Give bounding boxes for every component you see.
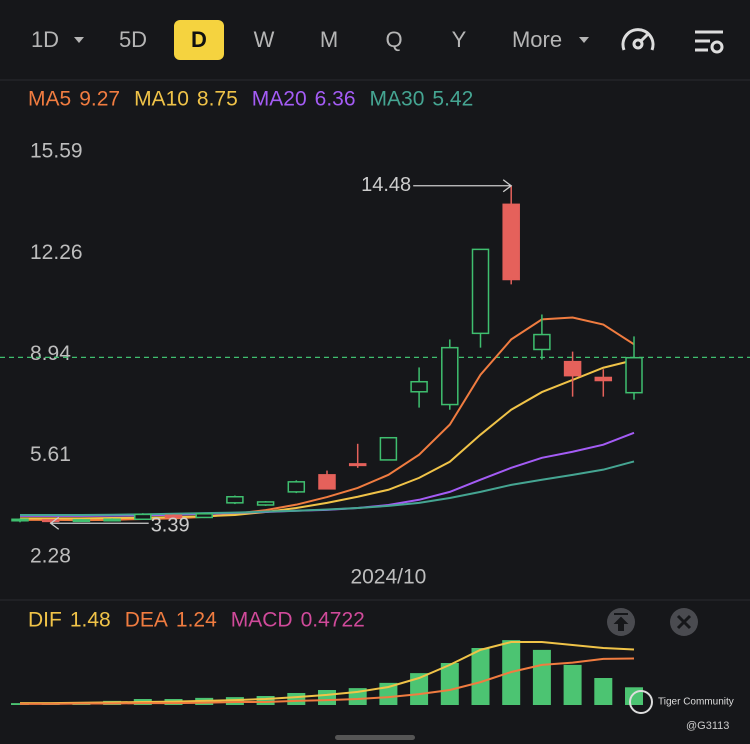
y-tick-label: 8.94 [30,342,71,365]
macd-bar [471,648,490,705]
candle-body [471,248,490,335]
collapse-button[interactable] [607,608,635,636]
legend-value: 1.24 [176,609,217,632]
candle-body [318,474,336,490]
macd-bar [287,693,306,705]
tab[interactable]: Y [452,27,467,52]
legend-value: 8.75 [197,88,238,111]
tab-highlight [174,20,224,60]
watermark: Tiger Community [658,697,734,708]
y-tick-label: 12.26 [30,241,83,264]
candle-body [287,481,306,493]
close-button[interactable] [670,608,698,636]
legend-value: 9.27 [79,88,120,111]
candle-body [164,514,183,519]
tab[interactable]: More [512,27,562,52]
low-label: 3.39 [151,515,190,537]
tiger-logo [629,690,653,714]
candle-body [226,496,244,504]
legend-name: MACD [231,609,293,632]
tab[interactable]: M [320,27,338,52]
candle-body [11,518,29,522]
legend-value: 1.48 [70,609,111,632]
legend-name: MA10 [134,88,189,111]
tab[interactable]: D [191,27,207,52]
gauge-icon[interactable] [621,28,655,51]
ma-line [20,460,635,517]
macd-line [20,641,635,705]
candle-body [256,501,275,506]
tab[interactable]: 5D [119,27,147,52]
candle-body [625,356,643,394]
ma-line [20,316,635,522]
candle-body [134,513,152,521]
y-tick-label: 15.59 [30,140,83,163]
legend-value: 5.42 [432,88,473,111]
caret [74,37,84,43]
candle-body [563,360,582,377]
high-arrow [413,179,513,193]
tab[interactable]: W [254,27,275,52]
x-tick-label: 2024/10 [350,566,426,589]
plot: 15.59 12.26 8.94 5.61 2.28 2024/10 14.48 3.39 [0,140,750,705]
low-arrow [49,516,149,530]
ma-legend: MA5 9.27 MA10 8.75 MA20 6.36 MA30 5.42 [28,88,473,111]
legend-value: 0.4722 [301,609,365,632]
candle-body [502,203,520,281]
caret [579,37,589,43]
macd-bar [318,690,336,705]
tab[interactable]: Q [385,27,402,52]
candle-body [103,518,121,522]
user-handle: @G3113 [686,720,729,732]
candle-body [441,346,459,406]
legend-name: MA30 [370,88,425,111]
candle-body [72,519,91,523]
macd-bar [256,696,275,705]
candle-body [41,519,60,523]
candle-body [533,333,551,351]
macd-bar [594,678,613,705]
candle-body [195,513,213,519]
ma-line [20,359,635,520]
y-tick-label: 5.61 [30,443,71,466]
candle-body [410,380,428,393]
tab[interactable]: 1D [31,27,59,52]
macd-bar [625,687,643,705]
legend-name: DIF [28,609,62,632]
macd-bar [563,664,582,705]
macd-bar [440,663,459,705]
legend-name: MA5 [28,88,71,111]
high-label: 14.48 [361,174,411,196]
legend-name: MA20 [252,88,307,111]
y-tick-label: 2.28 [30,545,71,568]
candle-body [379,436,398,461]
legend-name: DEA [125,609,168,632]
tab-bar: 1D 5D D W M Q Y More [31,20,562,60]
macd-bar [410,673,429,705]
macd-bar [532,649,551,705]
candle-body [348,463,367,467]
settings-icon[interactable] [695,30,724,54]
macd-legend: DIF 1.48 DEA 1.24 MACD 0.4722 [28,609,365,632]
home-indicator [335,735,415,740]
candle-body [594,376,613,382]
macd-line [20,657,635,705]
legend-value: 6.36 [315,88,356,111]
